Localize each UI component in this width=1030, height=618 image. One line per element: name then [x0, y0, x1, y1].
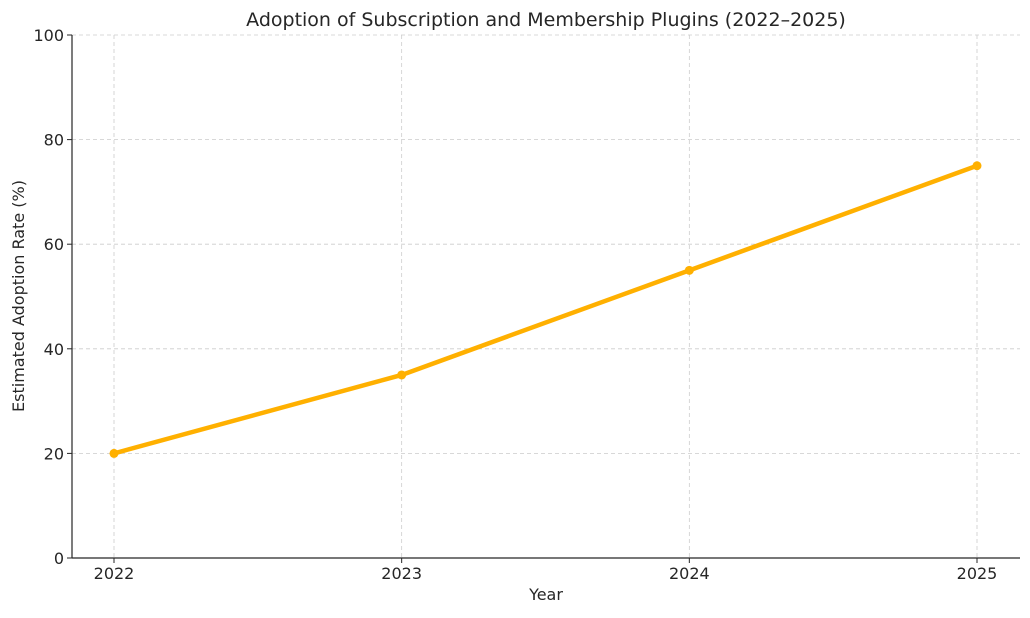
data-point	[684, 265, 694, 275]
data-point	[109, 448, 119, 458]
y-axis-label: Estimated Adoption Rate (%)	[9, 180, 28, 412]
x-tick-label: 2023	[381, 564, 422, 583]
y-tick-label: 40	[44, 340, 64, 359]
x-tick-label: 2022	[94, 564, 135, 583]
data-point	[397, 370, 407, 380]
series-line	[113, 163, 978, 456]
x-tick-label: 2024	[669, 564, 710, 583]
x-tick-label: 2025	[957, 564, 998, 583]
chart-title: Adoption of Subscription and Membership …	[246, 9, 846, 31]
y-tick-label: 0	[54, 549, 64, 568]
y-tick-label: 100	[33, 26, 64, 45]
y-tick-label: 80	[44, 131, 64, 150]
data-point	[972, 161, 982, 171]
x-axis-label: Year	[528, 585, 563, 604]
y-tick-label: 20	[44, 444, 64, 463]
y-tick-label: 60	[44, 235, 64, 254]
